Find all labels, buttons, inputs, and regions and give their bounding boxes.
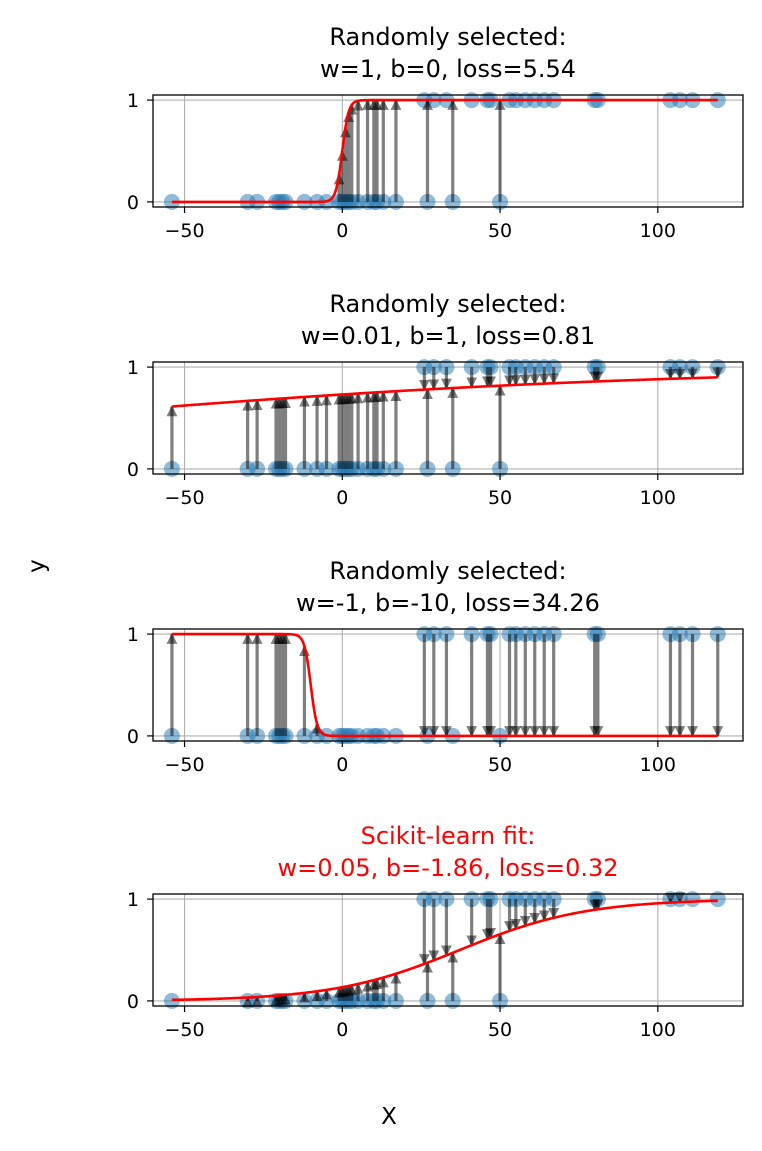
x-tick-label: 0 bbox=[336, 754, 348, 776]
x-tick-label: 0 bbox=[336, 1019, 348, 1041]
sigmoid-curve bbox=[171, 98, 718, 204]
subplot-title: Randomly selected: w=0.01, b=1, loss=0.81 bbox=[301, 290, 595, 350]
y-tick-label: 1 bbox=[127, 357, 139, 379]
axes-frame bbox=[152, 628, 744, 742]
subplot-2: Randomly selected: w=0.01, b=1, loss=0.81… bbox=[127, 290, 744, 509]
title-line: w=-1, b=-10, loss=34.26 bbox=[296, 589, 600, 617]
x-tick-label: −50 bbox=[164, 754, 204, 776]
data-point bbox=[709, 891, 726, 908]
axes-frame bbox=[152, 893, 744, 1007]
x-tick-label: −50 bbox=[164, 220, 204, 242]
y-axis-label: y bbox=[24, 559, 50, 573]
subplot-title: Randomly selected: w=-1, b=-10, loss=34.2… bbox=[296, 557, 600, 617]
x-tick-label: −50 bbox=[164, 1019, 204, 1041]
x-tick-label: 0 bbox=[336, 487, 348, 509]
x-tick-label: 100 bbox=[640, 1019, 676, 1041]
y-tick-label: 1 bbox=[127, 889, 139, 911]
y-tick-label: 0 bbox=[127, 459, 139, 481]
subplot-title: Scikit-learn fit: w=0.05, b=-1.86, loss=0… bbox=[277, 822, 618, 882]
title-line: w=1, b=0, loss=5.54 bbox=[320, 55, 576, 83]
title-line: Randomly selected: bbox=[329, 23, 566, 51]
x-tick-label: 50 bbox=[488, 487, 512, 509]
data-point bbox=[684, 891, 701, 908]
x-tick-label: 50 bbox=[488, 754, 512, 776]
title-line: Randomly selected: bbox=[329, 290, 566, 318]
x-tick-label: 50 bbox=[488, 1019, 512, 1041]
subplot-title: Randomly selected: w=1, b=0, loss=5.54 bbox=[320, 23, 576, 83]
y-tick-label: 1 bbox=[127, 90, 139, 112]
y-tick-label: 0 bbox=[127, 726, 139, 748]
x-tick-label: 100 bbox=[640, 487, 676, 509]
x-axis-label: X bbox=[381, 1104, 397, 1130]
subplot-3: Randomly selected: w=-1, b=-10, loss=34.2… bbox=[127, 557, 744, 776]
x-tick-label: 100 bbox=[640, 220, 676, 242]
sigmoid-curve bbox=[171, 376, 718, 408]
title-line: w=0.01, b=1, loss=0.81 bbox=[301, 322, 595, 350]
title-line: Scikit-learn fit: bbox=[361, 822, 536, 850]
axes-frame bbox=[152, 94, 744, 208]
title-line: w=0.05, b=-1.86, loss=0.32 bbox=[277, 854, 618, 882]
y-tick-label: 1 bbox=[127, 624, 139, 646]
title-line: Randomly selected: bbox=[329, 557, 566, 585]
y-tick-label: 0 bbox=[127, 991, 139, 1013]
axes-frame bbox=[152, 361, 744, 475]
data-point bbox=[163, 992, 180, 1009]
sigmoid-curve bbox=[171, 899, 718, 1002]
y-tick-label: 0 bbox=[127, 192, 139, 214]
x-tick-label: 100 bbox=[640, 754, 676, 776]
x-tick-label: 0 bbox=[336, 220, 348, 242]
subplot-1: Randomly selected: w=1, b=0, loss=5.54 −50… bbox=[127, 23, 744, 242]
subplot-4: Scikit-learn fit: w=0.05, b=-1.86, loss=0… bbox=[127, 822, 744, 1041]
sigmoid-curve bbox=[171, 632, 718, 738]
x-tick-label: −50 bbox=[164, 487, 204, 509]
x-tick-label: 50 bbox=[488, 220, 512, 242]
